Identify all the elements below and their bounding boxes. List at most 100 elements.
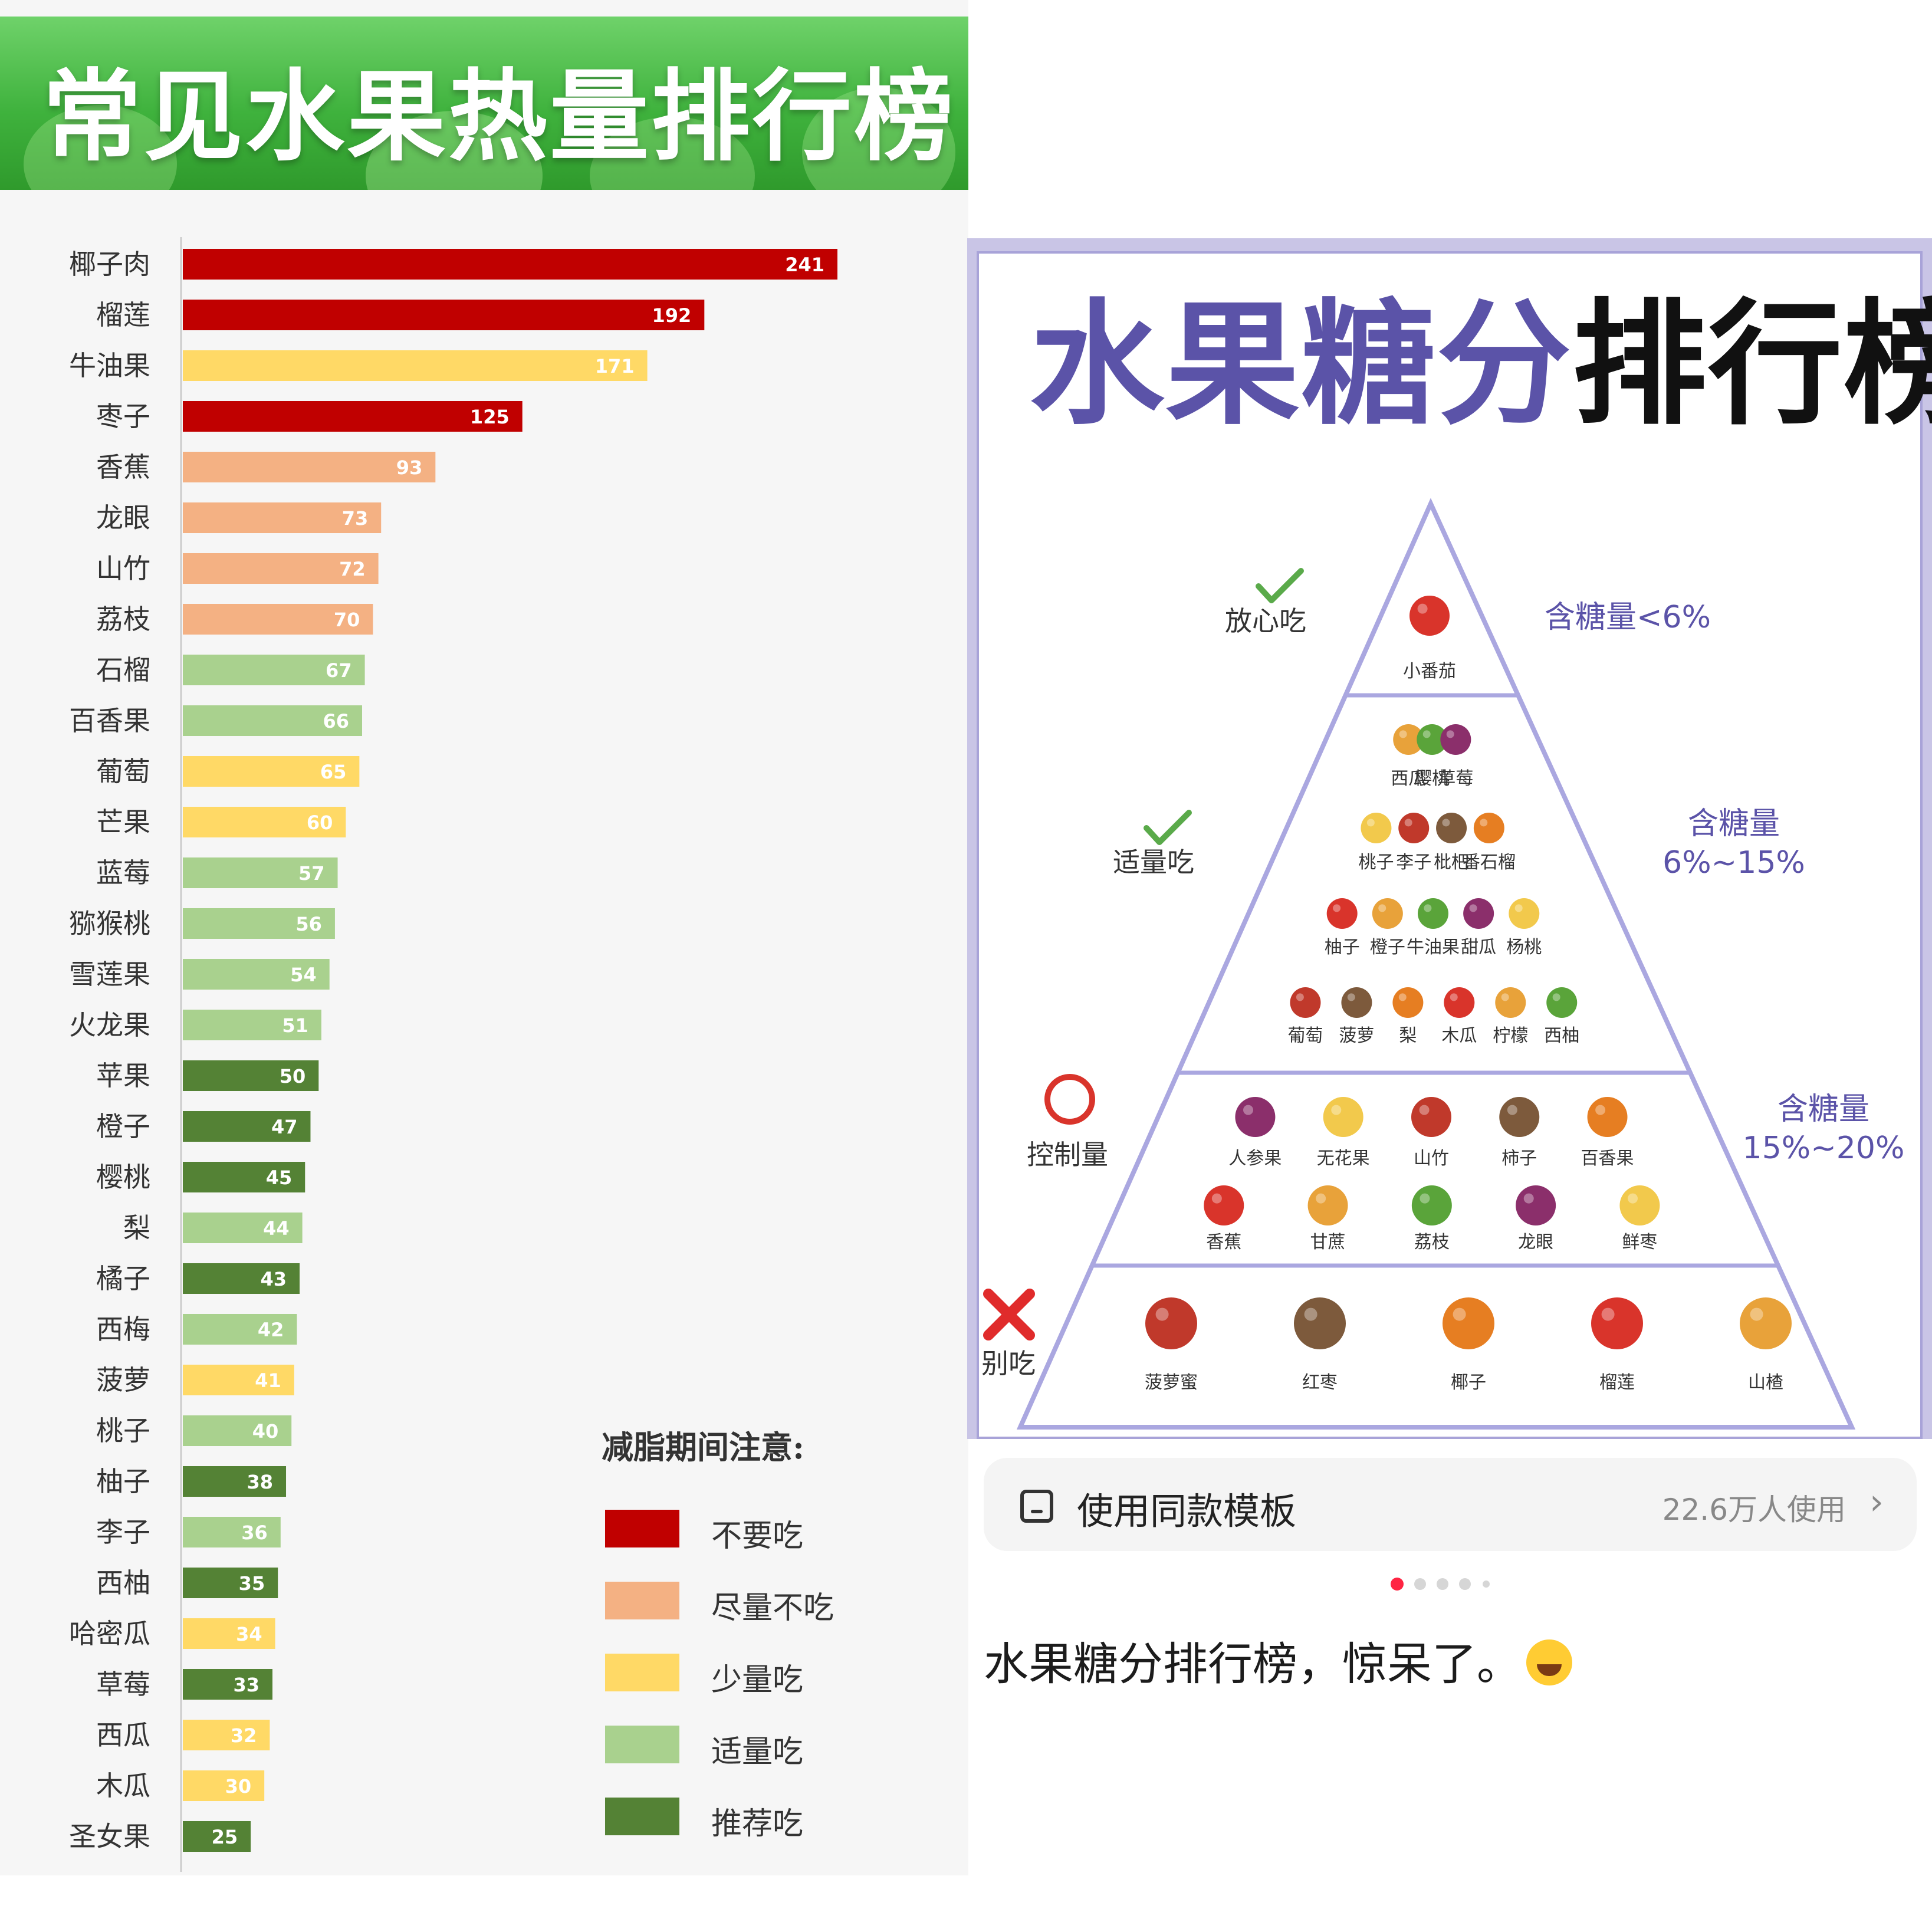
chart-title-banner: 常见水果热量排行榜 [0,17,968,190]
caption-text: 水果糖分排行榜，惊呆了。 [984,1638,1522,1690]
pyramid-title: 水果糖分排行榜 [1030,297,1932,432]
fruit-icon [1392,987,1424,1018]
legend-swatch [605,1726,679,1763]
fruit-icon-highlight [1304,1307,1317,1321]
fruit-icon-highlight [1211,1193,1222,1204]
calorie-bar [183,857,338,888]
bar-category-label: 荔枝 [96,603,150,635]
bar-value-label: 34 [236,1623,262,1645]
bar-value-label: 57 [298,862,325,885]
laughing-emoji-icon [1526,1639,1572,1685]
fruit-icon-highlight [1422,730,1431,738]
bar-category-label: 枣子 [96,400,150,432]
fruit-icon-highlight [1366,819,1375,827]
bar-category-label: 草莓 [96,1668,150,1700]
page-dot[interactable] [1459,1578,1471,1590]
bar-category-label: 哈密瓜 [69,1618,150,1650]
fruit-label: 红枣 [1302,1372,1338,1393]
bar-value-label: 192 [652,304,692,327]
bar-value-label: 42 [258,1319,284,1341]
fruit-icon [1372,898,1403,929]
fruit-label: 樱桃 [1414,768,1450,789]
fruit-icon-highlight [1378,904,1386,912]
page-dot[interactable] [1437,1578,1448,1590]
bar-value-label: 241 [785,254,824,276]
fruit-icon [1591,1297,1643,1349]
fruit-icon-highlight [1417,603,1428,614]
fruit-label: 椰子 [1451,1372,1486,1393]
bar-category-label: 木瓜 [96,1770,150,1802]
fruit-icon [1145,1297,1197,1349]
fruit-icon [1417,724,1448,755]
fruit-label: 枇杷 [1434,852,1469,873]
calorie-bar [183,502,382,533]
legend-label: 推荐吃 [711,1806,804,1842]
fruit-label: 牛油果 [1407,937,1460,958]
fruit-label: 山楂 [1748,1372,1783,1393]
fruit-label: 香蕉 [1206,1232,1241,1253]
page-dot[interactable] [1414,1578,1426,1590]
fruit-icon-highlight [1628,1193,1638,1204]
fruit-icon-highlight [1507,1105,1517,1115]
bar-value-label: 67 [326,659,352,682]
sugar-content-label: 含糖量 [1777,1092,1869,1127]
calorie-bar [183,1821,251,1852]
fruit-icon [1516,1185,1556,1225]
fruit-icon [1619,1185,1660,1225]
fruit-icon [1443,1297,1494,1349]
fruit-label: 无花果 [1317,1148,1370,1169]
fruit-icon [1393,724,1424,755]
calorie-bar [183,959,330,990]
bar-value-label: 43 [261,1268,287,1290]
fruit-icon-highlight [1469,904,1477,912]
fruit-icon [1398,813,1430,843]
fruit-icon-highlight [1595,1105,1606,1115]
fruit-icon-highlight [1453,1307,1466,1321]
fruit-icon-highlight [1243,1105,1254,1115]
calorie-bar [183,452,436,482]
tier-action-label: 控制量 [1027,1139,1108,1171]
page-dot-active[interactable] [1391,1578,1404,1591]
bar-value-label: 93 [396,456,423,479]
template-icon [1020,1490,1053,1523]
fruit-label: 桃子 [1358,852,1394,873]
bar-value-label: 36 [241,1522,268,1544]
bar-value-label: 40 [252,1420,279,1443]
sugar-content-label: 15%~20% [1743,1131,1905,1166]
fruit-label: 甘蔗 [1310,1232,1346,1253]
template-usage-count: 22.6万人使用 [1662,1493,1846,1527]
bar-category-label: 香蕉 [96,451,150,483]
fruit-icon [1473,813,1504,843]
bar-category-label: 百香果 [69,705,150,737]
fruit-icon [1417,898,1448,929]
use-template-button[interactable]: 使用同款模板 22.6万人使用 › [984,1458,1917,1551]
fruit-label: 鲜枣 [1622,1232,1657,1253]
fruit-icon-highlight [1420,1193,1430,1204]
fruit-label: 甜瓜 [1461,937,1496,958]
fruit-icon [1411,1097,1451,1137]
legend-title: 减脂期间注意: [602,1428,804,1466]
fruit-icon [1294,1297,1346,1349]
fruit-icon-highlight [1480,819,1488,827]
bar-category-label: 西梅 [96,1313,150,1345]
fruit-label: 柿子 [1501,1148,1537,1169]
fruit-icon-highlight [1331,1105,1342,1115]
fruit-icon-highlight [1155,1307,1169,1321]
fruit-label: 橙子 [1370,937,1405,958]
fruit-icon-highlight [1424,904,1432,912]
chart-legend: 减脂期间注意: 不要吃 尽量不吃 少量吃 适量吃 推荐吃 [596,1421,891,1842]
pyramid-outline [1016,498,1856,1430]
fruit-icon-highlight [1296,993,1304,1001]
bar-value-label: 38 [247,1471,273,1493]
bar-category-label: 龙眼 [96,502,150,534]
legend-swatch [605,1798,679,1835]
fruit-icon [1409,596,1450,636]
fruit-icon [1204,1185,1244,1225]
bar-category-label: 石榴 [96,654,150,686]
bar-value-label: 54 [290,964,317,986]
fruit-icon [1546,987,1578,1018]
fruit-label: 山竹 [1414,1148,1449,1169]
fruit-icon [1326,898,1358,929]
page-dot[interactable] [1483,1581,1490,1588]
fruit-label: 菠萝 [1339,1026,1374,1046]
